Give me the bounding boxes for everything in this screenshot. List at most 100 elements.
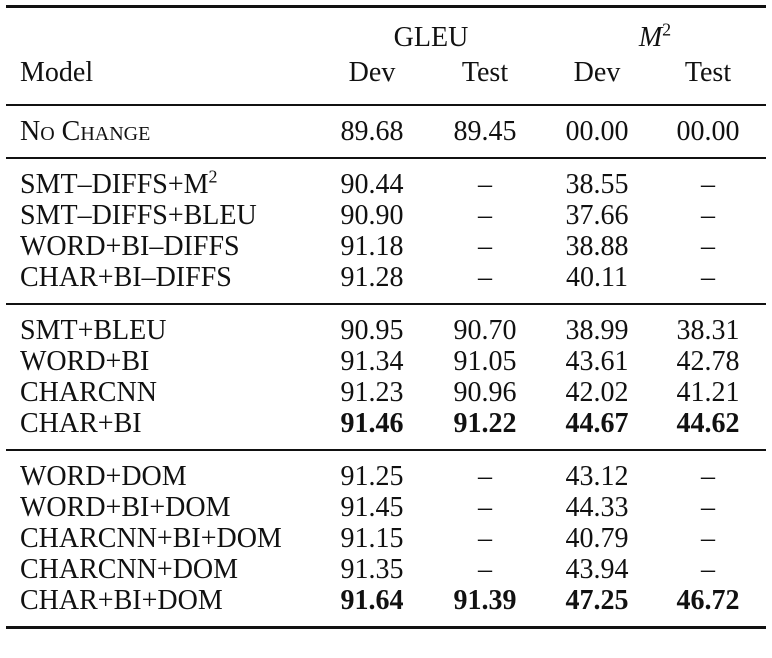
m2-test-cell: –	[701, 492, 715, 523]
m2-dev-cell: 44.67	[565, 408, 629, 439]
header-m2-sup: 2	[662, 19, 672, 40]
gleu-test-cell: 90.96	[453, 377, 517, 408]
model-cell: WORD+BI+DOM	[6, 492, 318, 523]
m2-test-cell: –	[701, 554, 715, 585]
header-m2-test: Test	[684, 56, 732, 88]
header-m2: M2	[544, 7, 766, 55]
m2-test-cell: 41.21	[676, 377, 740, 408]
m2-dev-cell: 38.99	[565, 315, 629, 346]
table-row: CHAR+BI+DOM 91.64 91.39 47.25 46.72	[6, 585, 766, 628]
gleu-test-cell: 91.39	[453, 585, 517, 616]
header-gleu: GLEU	[393, 21, 469, 53]
model-cell: CHAR+BI+DOM	[6, 585, 318, 628]
table-row: CHARCNN+DOM 91.35 – 43.94 –	[6, 554, 766, 585]
model-name: WORD+BI	[20, 346, 150, 377]
model-cell: CHARCNN+DOM	[6, 554, 318, 585]
gleu-test-cell: 91.05	[453, 346, 517, 377]
model-name: SMT+BLEU	[20, 315, 167, 346]
model-cell: CHARCNN	[6, 377, 318, 408]
gleu-dev-cell: 91.15	[340, 523, 404, 554]
table-row: WORD+BI 91.34 91.05 43.61 42.78	[6, 346, 766, 377]
table-row: CHARCNN+BI+DOM 91.15 – 40.79 –	[6, 523, 766, 554]
gleu-dev-cell: 91.23	[340, 377, 404, 408]
m2-test-cell: 46.72	[676, 585, 740, 616]
gleu-test-cell: –	[478, 231, 492, 262]
m2-dev-cell: 00.00	[565, 116, 629, 147]
m2-dev-cell: 47.25	[565, 585, 629, 616]
m2-test-cell: –	[701, 169, 715, 200]
m2-test-cell: –	[701, 461, 715, 492]
m2-test-cell: –	[701, 523, 715, 554]
model-cell: CHAR+BI	[6, 408, 318, 450]
m2-test-cell: –	[701, 231, 715, 262]
gleu-test-cell: 91.22	[453, 408, 517, 439]
gleu-dev-cell: 90.95	[340, 315, 404, 346]
model-cell: No Change	[6, 105, 318, 158]
header-model: Model	[20, 56, 94, 88]
header-m2-base: M	[638, 21, 663, 53]
model-name: WORD+DOM	[20, 461, 187, 492]
m2-test-cell: –	[701, 262, 715, 293]
table-row: CHARCNN 91.23 90.96 42.02 41.21	[6, 377, 766, 408]
gleu-dev-cell: 91.46	[340, 408, 404, 439]
model-name: WORD+BI+DOM	[20, 492, 231, 523]
header-blank	[6, 7, 318, 55]
m2-test-cell: 42.78	[676, 346, 740, 377]
gleu-test-cell: –	[478, 200, 492, 231]
model-name: CHAR+BI–DIFFS	[20, 262, 232, 293]
model-cell: WORD+DOM	[6, 450, 318, 492]
gleu-dev-cell: 91.34	[340, 346, 404, 377]
m2-dev-cell: 38.88	[565, 231, 629, 262]
m2-dev-cell: 38.55	[565, 169, 629, 200]
table-body: No Change 89.68 89.45 00.00 00.00 SMT–DIFFS+M…	[6, 105, 766, 628]
model-cell: WORD+BI–DIFFS	[6, 231, 318, 262]
table-row: No Change 89.68 89.45 00.00 00.00	[6, 105, 766, 158]
gleu-test-cell: –	[478, 262, 492, 293]
model-name: No Change	[20, 116, 151, 147]
header-row-columns: Model Dev Test Dev Test	[6, 54, 766, 105]
m2-dev-cell: 43.61	[565, 346, 629, 377]
m2-test-cell: 38.31	[676, 315, 740, 346]
gleu-dev-cell: 89.68	[340, 116, 404, 147]
m2-dev-cell: 40.11	[566, 262, 628, 293]
gleu-dev-cell: 91.45	[340, 492, 404, 523]
gleu-dev-cell: 90.90	[340, 200, 404, 231]
gleu-test-cell: –	[478, 461, 492, 492]
table-row: WORD+BI+DOM 91.45 – 44.33 –	[6, 492, 766, 523]
table-row: SMT–DIFFS+M2 90.44 – 38.55 –	[6, 158, 766, 200]
gleu-dev-cell: 91.64	[340, 585, 404, 616]
m2-dev-cell: 44.33	[565, 492, 629, 523]
model-cell: CHAR+BI–DIFFS	[6, 262, 318, 304]
model-name: SMT–DIFFS+M	[20, 169, 209, 200]
m2-dev-cell: 42.02	[565, 377, 629, 408]
results-table: GLEU M2 Model Dev Test Dev Test No Chang…	[6, 5, 766, 629]
gleu-test-cell: –	[478, 523, 492, 554]
table-row: SMT–DIFFS+BLEU 90.90 – 37.66 –	[6, 200, 766, 231]
table-row: SMT+BLEU 90.95 90.70 38.99 38.31	[6, 304, 766, 346]
gleu-dev-cell: 91.35	[340, 554, 404, 585]
table-row: CHAR+BI–DIFFS 91.28 – 40.11 –	[6, 262, 766, 304]
gleu-dev-cell: 91.28	[340, 262, 404, 293]
model-cell: WORD+BI	[6, 346, 318, 377]
gleu-test-cell: 90.70	[453, 315, 517, 346]
header-row-groups: GLEU M2	[6, 6, 766, 55]
gleu-test-cell: 89.45	[453, 116, 517, 147]
m2-dev-cell: 43.94	[565, 554, 629, 585]
m2-test-cell: 00.00	[676, 116, 740, 147]
gleu-dev-cell: 91.18	[340, 231, 404, 262]
gleu-dev-cell: 90.44	[340, 169, 404, 200]
gleu-test-cell: –	[478, 169, 492, 200]
model-name: WORD+BI–DIFFS	[20, 231, 240, 262]
table-row: WORD+DOM 91.25 – 43.12 –	[6, 450, 766, 492]
model-name: CHARCNN	[20, 377, 157, 408]
m2-test-cell: –	[701, 200, 715, 231]
model-name: CHAR+BI	[20, 408, 142, 439]
model-name: CHARCNN+BI+DOM	[20, 523, 282, 554]
model-name: SMT–DIFFS+BLEU	[20, 200, 257, 231]
table-row: WORD+BI–DIFFS 91.18 – 38.88 –	[6, 231, 766, 262]
m2-dev-cell: 40.79	[565, 523, 629, 554]
model-cell: SMT–DIFFS+M2	[6, 158, 318, 200]
header-m2-dev: Dev	[573, 56, 621, 88]
header-gleu-test: Test	[461, 56, 509, 88]
